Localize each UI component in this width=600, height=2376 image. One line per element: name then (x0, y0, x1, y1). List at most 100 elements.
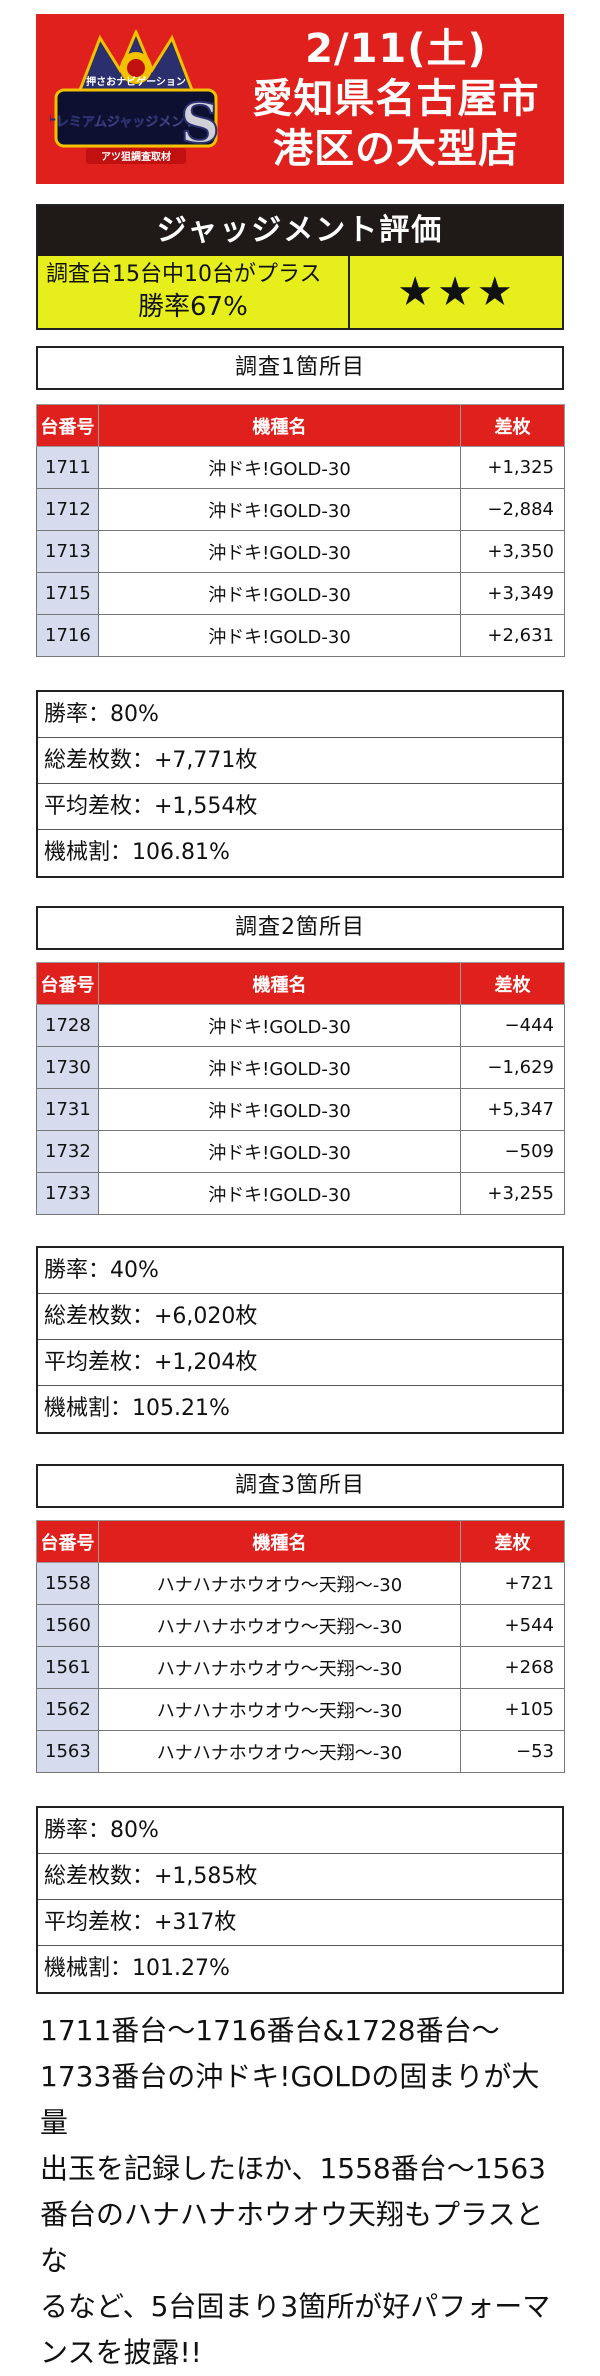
average-diff: 平均差枚：+317枚 (38, 1900, 562, 1946)
machine-number: 1731 (36, 1088, 99, 1131)
medal-diff: +2,631 (460, 614, 565, 657)
machine-name: 沖ドキ!GOLD-30 (98, 446, 461, 489)
col-diff-header: 差枚 (460, 404, 565, 447)
medal-diff: −53 (460, 1730, 565, 1773)
judgement-title: ジャッジメント評価 (38, 206, 562, 256)
premium-judgement-logo: 押さおナビゲーション ナレミアムジャッジメント S アツ狙調査取材 (50, 30, 221, 164)
logo-text-bottom: アツ狙調査取材 (101, 150, 171, 163)
medal-diff: −1,629 (460, 1046, 565, 1089)
table-row: 1711 沖ドキ!GOLD-30 +1,325 (36, 446, 565, 489)
header-banner: 押さおナビゲーション ナレミアムジャッジメント S アツ狙調査取材 2/11(土… (36, 14, 564, 184)
payout-rate: 機械割：106.81% (44, 840, 230, 865)
section-2-table: 台番号 機種名 差枚 1728 沖ドキ!GOLD-30 −444 1730 沖ドキ!G… (36, 962, 565, 1215)
medal-diff: −509 (460, 1130, 565, 1173)
table-row: 1732 沖ドキ!GOLD-30 −509 (36, 1130, 565, 1173)
col-diff-header: 差枚 (460, 1520, 565, 1563)
machine-name: 沖ドキ!GOLD-30 (98, 1172, 461, 1215)
machine-name: ハナハナホウオウ〜天翔〜-30 (98, 1562, 461, 1605)
col-machine-header: 機種名 (98, 1520, 461, 1563)
total-diff: 総差枚数：+6,020枚 (38, 1294, 562, 1340)
table-row: 1563 ハナハナホウオウ〜天翔〜-30 −53 (36, 1730, 565, 1773)
machine-number: 1561 (36, 1646, 99, 1689)
judgement-win-rate: 勝率67% (138, 292, 248, 322)
table-header: 台番号 機種名 差枚 (36, 962, 565, 1005)
machine-name: 沖ドキ!GOLD-30 (98, 1130, 461, 1173)
col-machine-header: 機種名 (98, 404, 461, 447)
table-row: 1561 ハナハナホウオウ〜天翔〜-30 +268 (36, 1646, 565, 1689)
logo-text-top: 押さおナビゲーション (86, 75, 186, 88)
medal-diff: +5,347 (460, 1088, 565, 1131)
medal-diff: +3,350 (460, 530, 565, 573)
logo-letter: S (181, 91, 220, 155)
machine-name: 沖ドキ!GOLD-30 (98, 614, 461, 657)
summary-line: 1733番台の沖ドキ!GOLDの固まりが大量 (40, 2060, 540, 2139)
payout-rate: 機械割：101.27% (44, 1956, 230, 1981)
machine-name: 沖ドキ!GOLD-30 (98, 488, 461, 531)
table-header: 台番号 機種名 差枚 (36, 1520, 565, 1563)
win-rate: 勝率：80% (38, 692, 562, 738)
judgement-box: ジャッジメント評価 調査台15台中10台がプラス 勝率67% ★★★ (36, 204, 564, 330)
machine-name: 沖ドキ!GOLD-30 (98, 530, 461, 573)
machine-name: ハナハナホウオウ〜天翔〜-30 (98, 1646, 461, 1689)
judgement-summary: 調査台15台中10台がプラス 勝率67% (38, 256, 350, 328)
medal-diff: +544 (460, 1604, 565, 1647)
win-rate: 勝率：80% (38, 1808, 562, 1854)
col-diff-header: 差枚 (460, 962, 565, 1005)
medal-diff: +268 (460, 1646, 565, 1689)
table-row: 1715 沖ドキ!GOLD-30 +3,349 (36, 572, 565, 615)
medal-diff: −444 (460, 1004, 565, 1047)
machine-name: 沖ドキ!GOLD-30 (98, 1046, 461, 1089)
win-rate: 勝率：40% (38, 1248, 562, 1294)
table-row: 1731 沖ドキ!GOLD-30 +5,347 (36, 1088, 565, 1131)
table-row: 1562 ハナハナホウオウ〜天翔〜-30 +105 (36, 1688, 565, 1731)
average-diff: 平均差枚：+1,554枚 (38, 784, 562, 830)
machine-number: 1713 (36, 530, 99, 573)
machine-name: 沖ドキ!GOLD-30 (98, 1004, 461, 1047)
machine-number: 1730 (36, 1046, 99, 1089)
section-3-stats: 勝率：80% 総差枚数：+1,585枚 平均差枚：+317枚 機械割：101.2… (36, 1806, 564, 1994)
machine-number: 1715 (36, 572, 99, 615)
judgement-body: 調査台15台中10台がプラス 勝率67% ★★★ (38, 256, 562, 328)
payout-rate: 機械割：105.21% (44, 1396, 230, 1421)
machine-number: 1728 (36, 1004, 99, 1047)
average-diff: 平均差枚：+1,204枚 (38, 1340, 562, 1386)
summary-line: るなど、5台固まり3箇所が好パフォーマ (40, 2290, 551, 2323)
col-number-header: 台番号 (36, 404, 99, 447)
table-row: 1560 ハナハナホウオウ〜天翔〜-30 +544 (36, 1604, 565, 1647)
location-store: 港区の大型店 (273, 126, 519, 172)
section-1-stats: 勝率：80% 総差枚数：+7,771枚 平均差枚：+1,554枚 機械割：106… (36, 690, 564, 878)
machine-number: 1562 (36, 1688, 99, 1731)
machine-name: ハナハナホウオウ〜天翔〜-30 (98, 1688, 461, 1731)
total-diff: 総差枚数：+1,585枚 (38, 1854, 562, 1900)
machine-number: 1716 (36, 614, 99, 657)
col-number-header: 台番号 (36, 1520, 99, 1563)
medal-diff: +3,349 (460, 572, 565, 615)
logo-text-main: ナレミアムジャッジメント (50, 115, 197, 130)
machine-name: 沖ドキ!GOLD-30 (98, 572, 461, 615)
machine-name: ハナハナホウオウ〜天翔〜-30 (98, 1730, 461, 1773)
medal-diff: +3,255 (460, 1172, 565, 1215)
section-1-table: 台番号 機種名 差枚 1711 沖ドキ!GOLD-30 +1,325 1712 沖ドキ… (36, 404, 565, 657)
summary-line: 番台のハナハナホウオウ天翔もプラスとな (40, 2198, 544, 2277)
report-date: 2/11(土) (305, 26, 487, 72)
machine-number: 1733 (36, 1172, 99, 1215)
table-row: 1558 ハナハナホウオウ〜天翔〜-30 +721 (36, 1562, 565, 1605)
col-machine-header: 機種名 (98, 962, 461, 1005)
machine-number: 1558 (36, 1562, 99, 1605)
table-row: 1730 沖ドキ!GOLD-30 −1,629 (36, 1046, 565, 1089)
judgement-rating-stars: ★★★ (397, 269, 517, 315)
table-row: 1712 沖ドキ!GOLD-30 −2,884 (36, 488, 565, 531)
medal-diff: +721 (460, 1562, 565, 1605)
table-row: 1728 沖ドキ!GOLD-30 −444 (36, 1004, 565, 1047)
location-city: 愛知県名古屋市 (252, 76, 540, 122)
judgement-plus-count: 調査台15台中10台がプラス (46, 262, 322, 287)
total-diff: 総差枚数：+7,771枚 (38, 738, 562, 784)
table-row: 1713 沖ドキ!GOLD-30 +3,350 (36, 530, 565, 573)
machine-number: 1732 (36, 1130, 99, 1173)
section-2-stats: 勝率：40% 総差枚数：+6,020枚 平均差枚：+1,204枚 機械割：105… (36, 1246, 564, 1434)
medal-diff: +105 (460, 1688, 565, 1731)
machine-number: 1563 (36, 1730, 99, 1773)
section-2-title: 調査2箇所目 (36, 906, 564, 950)
table-row: 1733 沖ドキ!GOLD-30 +3,255 (36, 1172, 565, 1215)
section-3-table: 台番号 機種名 差枚 1558 ハナハナホウオウ〜天翔〜-30 +721 1560 ハ… (36, 1520, 565, 1773)
